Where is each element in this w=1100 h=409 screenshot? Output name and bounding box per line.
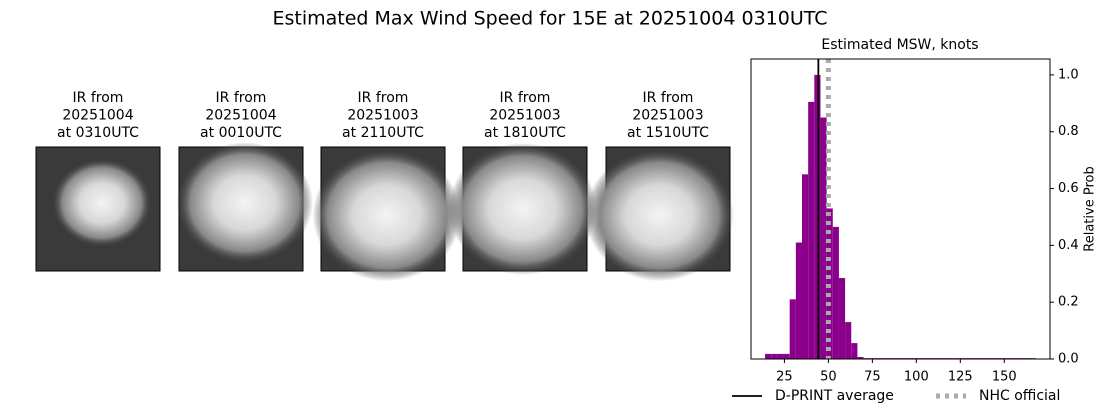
- y-tick-label: 0.6: [1058, 181, 1079, 196]
- panel-label: at 1810UTC: [484, 125, 566, 141]
- y-tick-label: 1.0: [1058, 67, 1079, 82]
- ir-cloud: [52, 158, 152, 247]
- x-tick-label: 50: [820, 370, 837, 385]
- bar: [838, 278, 846, 359]
- ir-cloud: [312, 149, 462, 282]
- panel-label: IR from: [216, 90, 267, 106]
- legend-label: D-PRINT average: [775, 388, 894, 404]
- panel-label: 20251003: [632, 108, 703, 124]
- panel-label: 20251003: [347, 108, 418, 124]
- bar: [802, 174, 809, 359]
- y-tick-label: 0.0: [1058, 352, 1079, 367]
- panel-label: 20251004: [205, 108, 276, 124]
- panel-label: at 1510UTC: [627, 125, 709, 141]
- bar: [771, 353, 778, 359]
- panel-label: IR from: [73, 90, 124, 106]
- bar: [795, 242, 803, 359]
- x-tick-label: 75: [864, 370, 881, 385]
- y-axis-label: Relative Prob: [1083, 166, 1098, 251]
- bar: [808, 101, 815, 359]
- bar: [857, 357, 864, 359]
- bar: [820, 117, 827, 359]
- panel-label: at 0010UTC: [200, 125, 282, 141]
- bar: [777, 353, 784, 359]
- bar: [814, 74, 821, 359]
- y-tick-label: 0.4: [1058, 238, 1079, 253]
- panel-label: at 2110UTC: [342, 125, 424, 141]
- bar: [789, 299, 796, 359]
- x-tick-label: 100: [904, 370, 929, 385]
- bar: [826, 208, 833, 359]
- ir-cloud: [176, 142, 313, 264]
- ir-cloud: [585, 149, 734, 282]
- bar: [832, 226, 839, 359]
- bar: [851, 343, 858, 359]
- y-tick-label: 0.2: [1058, 295, 1079, 310]
- panel-label: 20251004: [62, 108, 133, 124]
- chart-title: Estimated MSW, knots: [821, 37, 978, 53]
- x-tick-label: 25: [776, 370, 793, 385]
- y-tick-label: 0.8: [1058, 124, 1079, 139]
- x-tick-label: 150: [992, 370, 1017, 385]
- x-tick-label: 125: [948, 370, 973, 385]
- ir-cloud: [448, 143, 597, 275]
- legend-label: NHC official: [979, 388, 1060, 404]
- bar: [783, 353, 790, 359]
- panel-label: 20251003: [489, 108, 560, 124]
- bar: [765, 353, 772, 359]
- bar: [845, 322, 852, 359]
- panel-label: IR from: [500, 90, 551, 106]
- panel-label: IR from: [358, 90, 409, 106]
- plot-frame: [750, 58, 1051, 360]
- panel-label: IR from: [643, 90, 694, 106]
- figure-title: Estimated Max Wind Speed for 15E at 2025…: [272, 8, 827, 30]
- panel-label: at 0310UTC: [57, 125, 139, 141]
